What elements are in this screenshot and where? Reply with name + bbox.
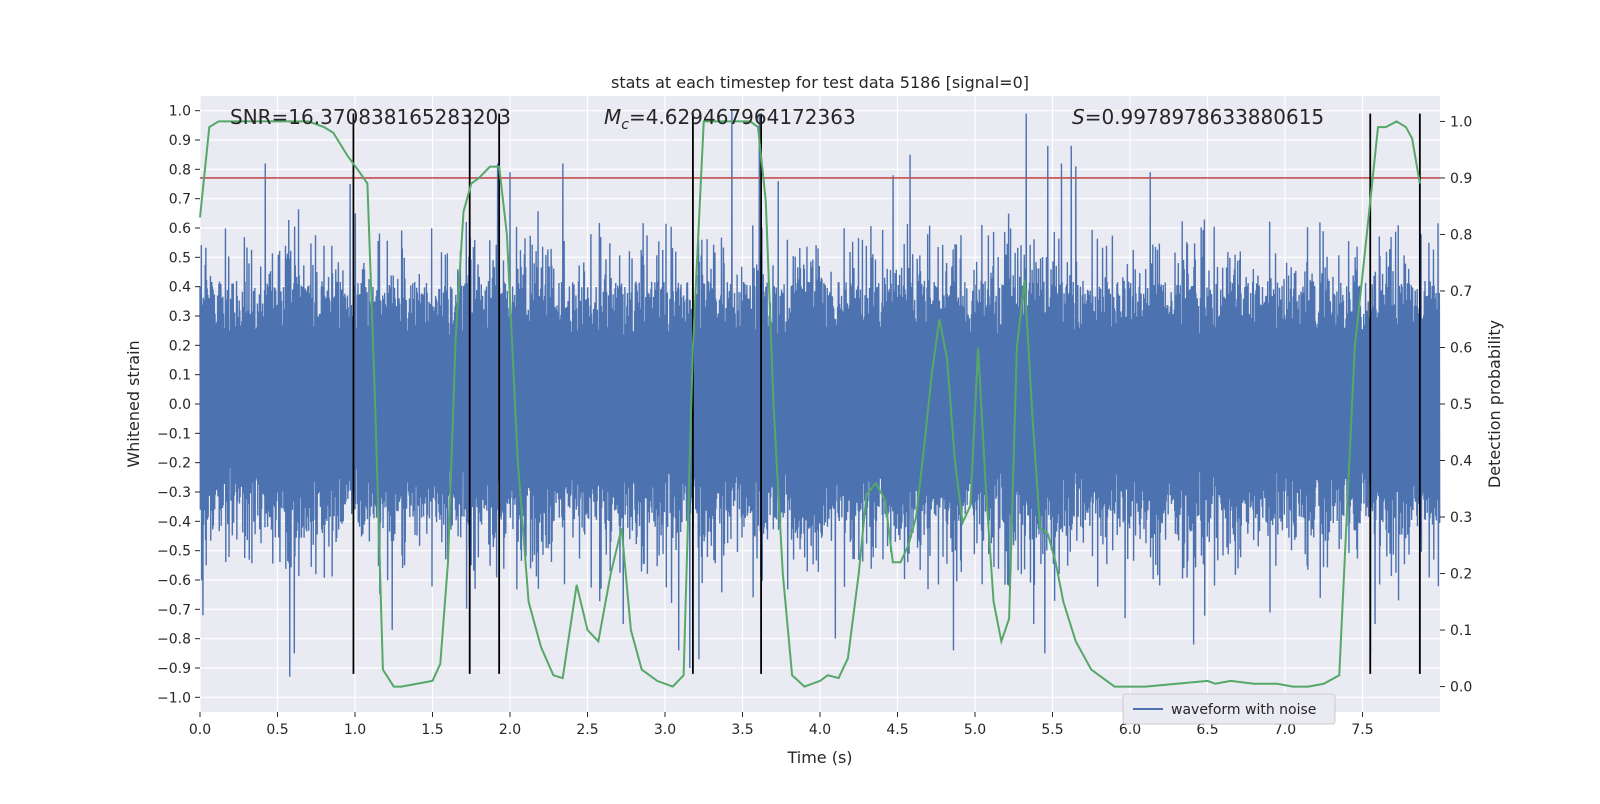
y-tick-label: 0.3 [169, 309, 191, 325]
x-axis-title: Time (s) [786, 748, 852, 767]
y2-tick-label: 0.0 [1450, 680, 1472, 696]
y-tick-label: −0.6 [157, 573, 191, 589]
y-tick-label: 1.0 [169, 104, 191, 120]
y-axis-title: Whitened strain [124, 340, 143, 467]
y2-tick-label: 0.3 [1450, 510, 1472, 526]
legend: waveform with noise [1122, 693, 1336, 725]
y2-tick-label: 0.2 [1450, 567, 1472, 583]
y-tick-label: 0.5 [169, 250, 191, 266]
y-tick-label: 0.0 [169, 397, 191, 413]
legend-box [1122, 693, 1336, 725]
chart-title: stats at each timestep for test data 518… [611, 73, 1029, 92]
y2-tick-label: 1.0 [1450, 114, 1472, 130]
probability-series [199, 120, 1421, 688]
legend-label: waveform with noise [1171, 702, 1316, 718]
y2-tick-label: 0.4 [1450, 454, 1472, 470]
y-tick-label: 0.4 [169, 280, 191, 296]
y-tick-label: 0.1 [169, 368, 191, 384]
y-tick-label: −1.0 [157, 690, 191, 706]
probability-line [199, 120, 1421, 688]
x-tick-label: 5.0 [964, 722, 986, 738]
y2-tick-label: 0.9 [1450, 171, 1472, 187]
y-tick-label: −0.8 [157, 632, 191, 648]
waveform-line [199, 110, 1441, 677]
y-tick-label: −0.5 [157, 544, 191, 560]
x-tick-label: 4.5 [886, 722, 908, 738]
x-tick-label: 6.0 [1119, 722, 1141, 738]
x-tick-label: 2.5 [576, 722, 598, 738]
y-tick-label: 0.8 [169, 162, 191, 178]
y-tick-label: −0.7 [157, 602, 191, 618]
y2-tick-label: 0.5 [1450, 397, 1472, 413]
y2-tick-label: 0.1 [1450, 623, 1472, 639]
vertical-markers [352, 113, 1421, 674]
waveform-series [199, 110, 1441, 677]
y-tick-label: 0.6 [169, 221, 191, 237]
x-tick-label: 4.0 [809, 722, 831, 738]
y-tick-label: −0.9 [157, 661, 191, 677]
x-tick-label: 7.0 [1274, 722, 1296, 738]
y-tick-label: 0.9 [169, 133, 191, 149]
y2-tick-label: 0.7 [1450, 284, 1472, 300]
x-tick-label: 7.5 [1351, 722, 1373, 738]
s-annotation: S=0.9978978633880615 [1072, 105, 1324, 129]
y2-tick-label: 0.6 [1450, 340, 1472, 356]
y-tick-label: −0.2 [157, 456, 191, 472]
x-tick-label: 3.0 [654, 722, 676, 738]
y-ticks: 1.0 0.9 0.8 0.7 0.6 0.5 0.4 0.3 0.2 0.1 0.0 −0.1 −0.… [157, 104, 200, 706]
y2-ticks: 1.0 0.9 0.8 0.7 0.6 0.5 0.4 0.3 0.2 0.1 0.0 [1440, 114, 1472, 696]
y-tick-label: 0.2 [169, 338, 191, 354]
x-tick-label: 2.0 [499, 722, 521, 738]
y2-tick-label: 0.8 [1450, 227, 1472, 243]
y-tick-label: −0.3 [157, 485, 191, 501]
x-tick-label: 0.5 [266, 722, 288, 738]
y-tick-label: 0.7 [169, 192, 191, 208]
y-tick-label: −0.1 [157, 426, 191, 442]
mc-annotation: Mc=4.629467964172363 [604, 105, 856, 133]
y-tick-label: −0.4 [157, 514, 191, 530]
y2-axis-title: Detection probability [1485, 320, 1504, 488]
x-ticks: 0.0 0.5 1.0 1.5 2.0 2.5 3.0 3.5 4.0 4.5 5.0 5.5 6.0 6… [189, 712, 1374, 738]
x-tick-label: 0.0 [189, 722, 211, 738]
x-tick-label: 1.0 [344, 722, 366, 738]
x-tick-label: 5.5 [1041, 722, 1063, 738]
x-tick-label: 3.5 [731, 722, 753, 738]
snr-annotation: SNR=16.370838165283203 [230, 105, 511, 129]
x-tick-label: 1.5 [421, 722, 443, 738]
x-tick-label: 6.5 [1196, 722, 1218, 738]
